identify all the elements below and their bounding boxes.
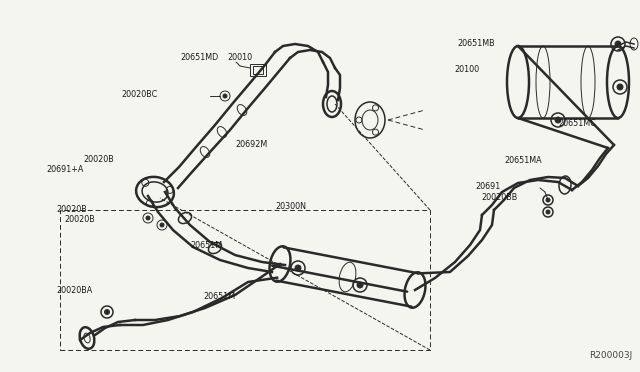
Circle shape: [160, 223, 164, 227]
Text: 20020BB: 20020BB: [481, 193, 518, 202]
Text: 20020BA: 20020BA: [56, 286, 93, 295]
Text: 20020BC: 20020BC: [122, 90, 158, 99]
Text: 20020B: 20020B: [56, 205, 87, 214]
Circle shape: [617, 84, 623, 90]
Text: 20651M: 20651M: [191, 241, 223, 250]
Text: 20651MD: 20651MD: [180, 53, 219, 62]
Circle shape: [146, 216, 150, 220]
Text: 20100: 20100: [454, 65, 479, 74]
Text: 20010: 20010: [227, 53, 252, 62]
Circle shape: [104, 310, 109, 314]
Text: 20020B: 20020B: [83, 155, 114, 164]
Text: 20651MC: 20651MC: [558, 119, 596, 128]
Text: 20651MB: 20651MB: [458, 39, 495, 48]
Circle shape: [223, 94, 227, 98]
Text: 20020B: 20020B: [64, 215, 95, 224]
Text: 20692M: 20692M: [236, 140, 268, 149]
Circle shape: [555, 117, 561, 123]
Text: R200003J: R200003J: [589, 351, 632, 360]
Circle shape: [357, 282, 363, 288]
Text: 20651MA: 20651MA: [504, 156, 542, 165]
Text: 20691: 20691: [475, 182, 500, 191]
Circle shape: [615, 41, 621, 47]
Circle shape: [546, 210, 550, 214]
Circle shape: [295, 265, 301, 271]
Circle shape: [546, 198, 550, 202]
Text: 20651M: 20651M: [204, 292, 236, 301]
Text: 20300N: 20300N: [275, 202, 306, 211]
Text: 20691+A: 20691+A: [46, 165, 83, 174]
